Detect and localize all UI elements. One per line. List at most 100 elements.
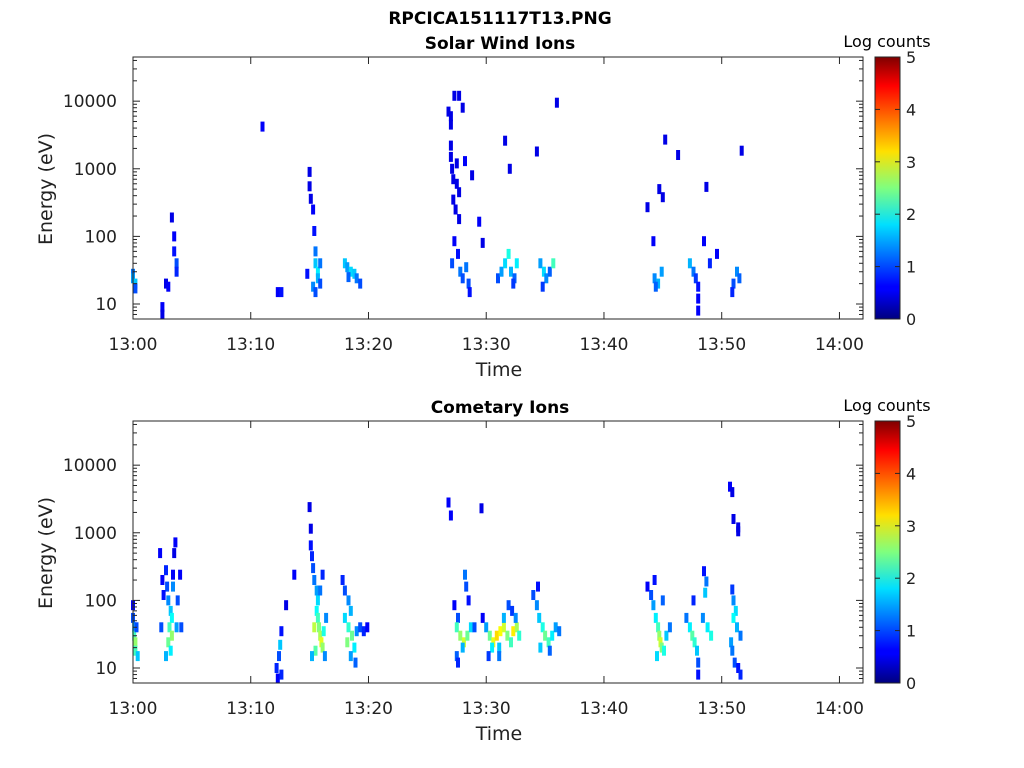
data-cell	[260, 121, 265, 132]
data-cell	[133, 637, 138, 648]
data-cell	[350, 630, 354, 641]
data-cell	[352, 642, 357, 653]
data-cell	[348, 651, 353, 662]
colorbar-tick-label: 4	[906, 100, 916, 119]
data-cell	[731, 612, 736, 623]
data-cell	[165, 581, 170, 592]
data-cell	[684, 612, 689, 623]
data-cell	[164, 565, 168, 576]
data-cell	[480, 612, 485, 623]
data-cell	[305, 268, 310, 279]
data-cell	[732, 657, 737, 668]
data-cell	[540, 281, 545, 292]
data-cell	[342, 258, 347, 269]
colorbar-tick-label: 4	[906, 464, 916, 483]
data-cell	[169, 612, 174, 623]
data-cell	[278, 639, 283, 650]
data-cell	[310, 651, 314, 662]
data-cell	[318, 258, 323, 269]
x-tick-label: 13:10	[226, 335, 275, 355]
data-cell	[315, 612, 320, 623]
data-cell	[365, 622, 370, 633]
colorbar: 0 1 2 3 4 5	[874, 48, 916, 329]
data-cell	[660, 192, 665, 203]
data-cell	[452, 236, 457, 247]
data-cell	[275, 673, 280, 684]
y-axis-label: Energy (eV)	[35, 133, 57, 245]
data-cell	[728, 481, 732, 492]
data-cell	[172, 246, 177, 257]
data-cell	[160, 302, 165, 313]
data-cell	[465, 630, 470, 641]
data-cell	[498, 626, 503, 637]
data-cell	[517, 630, 522, 641]
data-cell	[696, 657, 701, 668]
data-cell	[691, 595, 696, 606]
data-cell	[656, 278, 661, 289]
data-cell	[450, 258, 455, 269]
data-cell	[656, 622, 661, 633]
data-cell	[470, 170, 475, 181]
data-cell	[690, 630, 695, 641]
data-cell	[458, 266, 463, 277]
data-cell	[464, 262, 469, 273]
data-cell	[491, 637, 496, 648]
data-cell	[738, 630, 743, 641]
data-cell	[174, 258, 179, 269]
data-cell	[275, 287, 280, 298]
data-cell	[663, 134, 668, 145]
data-cell	[166, 637, 171, 648]
data-cell	[448, 140, 453, 151]
data-cell	[458, 630, 463, 641]
data-cell	[536, 581, 540, 592]
data-cell	[158, 548, 163, 559]
colorbar: 0 1 2 3 4 5	[874, 412, 916, 693]
data-cell	[514, 258, 519, 269]
data-cell	[658, 637, 663, 648]
data-cell	[311, 204, 316, 215]
colorbar-tick-label: 3	[906, 517, 916, 536]
data-cell	[308, 193, 313, 204]
data-cell	[342, 612, 347, 623]
data-cell	[456, 657, 460, 668]
data-cell	[452, 600, 457, 611]
data-cell	[308, 540, 313, 551]
cometary-ions-panel: Cometary Ions Log counts Time Energy (eV…	[35, 396, 931, 745]
data-cell	[551, 258, 556, 269]
data-cell	[657, 630, 662, 641]
data-cell	[168, 605, 173, 616]
data-cell	[497, 651, 502, 662]
data-cell	[352, 268, 357, 279]
data-cell	[467, 287, 472, 298]
data-cell	[501, 612, 506, 623]
data-cell	[164, 278, 168, 289]
colorbar-title: Log counts	[843, 32, 930, 51]
data-cell	[346, 622, 351, 633]
data-cell	[454, 651, 459, 662]
data-cell	[696, 281, 701, 292]
data-cell	[657, 184, 662, 195]
solar-wind-ions-panel: Solar Wind Ions Log counts Time Energy (…	[35, 32, 931, 381]
data-cell	[702, 566, 706, 577]
data-cell	[454, 178, 459, 189]
data-cell	[662, 645, 666, 656]
data-cell	[358, 622, 363, 633]
data-cell	[737, 273, 742, 284]
data-cell	[731, 278, 736, 289]
data-cell	[315, 266, 320, 277]
data-cell	[307, 181, 312, 192]
x-tick-label: 13:00	[109, 335, 158, 355]
data-cell	[310, 551, 314, 562]
data-cell	[503, 258, 508, 269]
data-cell	[507, 163, 512, 174]
colorbar-tick-label: 3	[906, 153, 916, 172]
data-cell	[171, 569, 175, 580]
x-tick-label: 13:50	[697, 699, 746, 719]
colorbar-gradient	[874, 56, 901, 320]
data-cell	[358, 278, 363, 289]
data-cell	[318, 585, 323, 596]
x-tick-label: 13:10	[226, 699, 275, 719]
data-cell	[448, 111, 453, 122]
data-cell	[353, 657, 358, 668]
data-cell	[320, 642, 325, 653]
